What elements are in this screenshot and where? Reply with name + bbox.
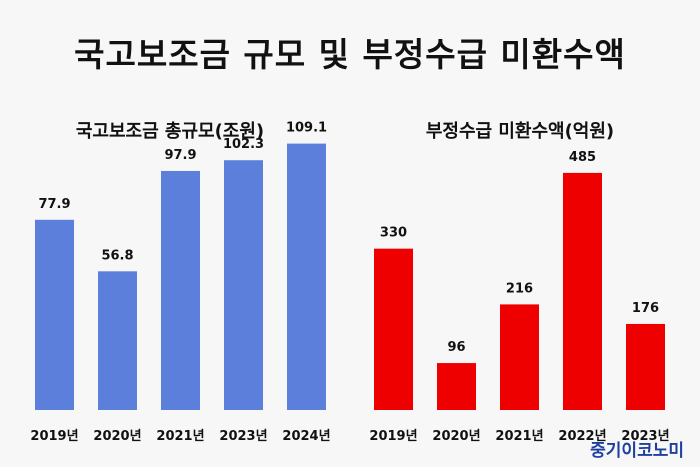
value-label-1-0: 330: [380, 226, 407, 241]
value-label-0-2: 97.9: [164, 148, 196, 163]
bar-1-1: [437, 363, 476, 410]
publisher-logo-text: 중기이코노미: [590, 441, 684, 461]
category-label-1-3: 2022년: [558, 429, 606, 444]
bar-1-3: [563, 172, 602, 410]
value-label-0-3: 102.3: [223, 137, 264, 152]
category-label-1-4: 2023년: [621, 429, 669, 444]
category-label-1-0: 2019년: [369, 429, 417, 444]
bar-1-0: [374, 248, 413, 410]
value-label-1-4: 176: [632, 301, 659, 316]
bar-1-4: [626, 323, 665, 410]
value-label-1-3: 485: [569, 150, 596, 165]
value-label-1-1: 96: [447, 340, 465, 355]
category-label-1-1: 2020년: [432, 429, 480, 444]
bar-0-0: [35, 219, 74, 410]
bar-0-3: [224, 160, 263, 410]
bar-0-1: [98, 271, 137, 410]
main-title: 국고보조금 규모 및 부정수급 미환수액: [74, 35, 626, 74]
category-label-1-2: 2021년: [495, 429, 543, 444]
right-chart-title: 부정수급 미환수액(억원): [425, 121, 615, 142]
value-label-0-1: 56.8: [101, 248, 133, 263]
bar-0-2: [161, 170, 200, 410]
unrecovered-amount-chart: 330 2019년 96 2020년 216 2021년 485 2022년 176 2023년: [369, 150, 669, 444]
subsidy-total-chart: 77.9 2019년 56.8 2020년 97.9 2021년 102.3 2023년 109…: [30, 121, 330, 444]
category-label-0-0: 2019년: [30, 429, 78, 444]
bar-0-4: [287, 143, 326, 410]
category-label-0-4: 2024년: [282, 429, 330, 444]
category-label-0-1: 2020년: [93, 429, 141, 444]
value-label-0-4: 109.1: [286, 121, 327, 136]
value-label-0-0: 77.9: [38, 197, 70, 212]
category-label-0-2: 2021년: [156, 429, 204, 444]
bar-1-2: [500, 304, 539, 410]
category-label-0-3: 2023년: [219, 429, 267, 444]
value-label-1-2: 216: [506, 281, 533, 296]
left-chart-title: 국고보조금 총규모(조원): [75, 121, 265, 142]
